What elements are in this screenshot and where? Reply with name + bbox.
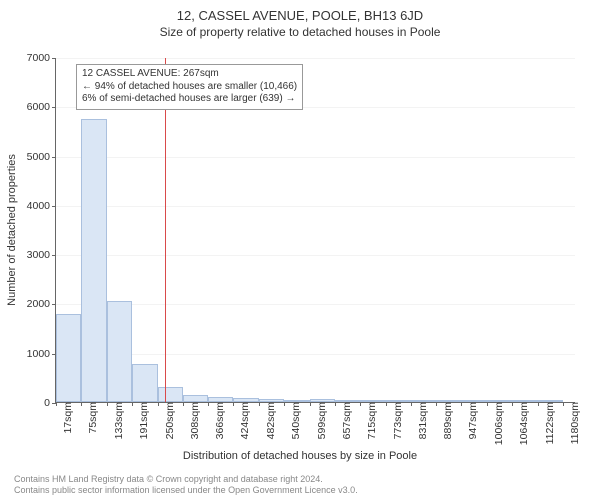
xtick-label: 17sqm bbox=[60, 402, 74, 434]
chart-title: 12, CASSEL AVENUE, POOLE, BH13 6JD bbox=[0, 0, 600, 23]
gridline bbox=[56, 58, 575, 59]
xtick-label: 1006sqm bbox=[491, 402, 505, 445]
gridline bbox=[56, 354, 575, 355]
xtick-mark bbox=[563, 402, 564, 406]
annotation-line1: 12 CASSEL AVENUE: 267sqm bbox=[82, 68, 297, 81]
xtick-label: 947sqm bbox=[465, 402, 479, 439]
ytick-label: 4000 bbox=[27, 200, 56, 212]
histogram-bar bbox=[81, 119, 106, 402]
xtick-label: 831sqm bbox=[415, 402, 429, 439]
y-axis-label: Number of detached properties bbox=[6, 154, 18, 306]
xtick-label: 1180sqm bbox=[567, 402, 581, 444]
ytick-label: 1000 bbox=[27, 348, 56, 360]
xtick-mark bbox=[81, 402, 82, 406]
gridline bbox=[56, 157, 575, 158]
chart-container: 12, CASSEL AVENUE, POOLE, BH13 6JD Size … bbox=[0, 0, 600, 500]
xtick-mark bbox=[310, 402, 311, 406]
ytick-label: 3000 bbox=[27, 249, 56, 261]
xtick-mark bbox=[360, 402, 361, 406]
xtick-label: 366sqm bbox=[212, 402, 226, 439]
xtick-mark bbox=[538, 402, 539, 406]
xtick-mark bbox=[259, 402, 260, 406]
xtick-mark bbox=[284, 402, 285, 406]
xtick-label: 773sqm bbox=[390, 402, 404, 439]
xtick-label: 75sqm bbox=[85, 402, 99, 434]
xtick-label: 599sqm bbox=[314, 402, 328, 439]
xtick-label: 657sqm bbox=[339, 402, 353, 439]
xtick-mark bbox=[183, 402, 184, 406]
xtick-mark bbox=[487, 402, 488, 406]
xtick-mark bbox=[107, 402, 108, 406]
ytick-label: 5000 bbox=[27, 151, 56, 163]
chart-subtitle: Size of property relative to detached ho… bbox=[0, 23, 600, 39]
gridline bbox=[56, 206, 575, 207]
histogram-bar bbox=[107, 301, 132, 402]
xtick-mark bbox=[208, 402, 209, 406]
xtick-label: 1064sqm bbox=[516, 402, 530, 445]
gridline bbox=[56, 304, 575, 305]
plot-area: 0100020003000400050006000700017sqm75sqm1… bbox=[55, 58, 575, 403]
ytick-label: 0 bbox=[44, 397, 56, 409]
histogram-bar bbox=[158, 387, 183, 402]
ytick-label: 7000 bbox=[27, 52, 56, 64]
annotation-line3: 6% of semi-detached houses are larger (6… bbox=[82, 93, 297, 106]
xtick-label: 540sqm bbox=[288, 402, 302, 439]
xtick-mark bbox=[386, 402, 387, 406]
footer-line1: Contains HM Land Registry data © Crown c… bbox=[14, 474, 358, 485]
reference-line bbox=[165, 58, 166, 402]
gridline bbox=[56, 255, 575, 256]
xtick-label: 191sqm bbox=[136, 402, 150, 439]
xtick-mark bbox=[512, 402, 513, 406]
xtick-label: 424sqm bbox=[237, 402, 251, 439]
xtick-label: 715sqm bbox=[364, 402, 378, 439]
xtick-label: 133sqm bbox=[111, 402, 125, 439]
ytick-label: 2000 bbox=[27, 298, 56, 310]
xtick-mark bbox=[461, 402, 462, 406]
xtick-mark bbox=[233, 402, 234, 406]
footer-line2: Contains public sector information licen… bbox=[14, 485, 358, 496]
xtick-mark bbox=[56, 402, 57, 406]
histogram-bar bbox=[132, 364, 158, 402]
footer: Contains HM Land Registry data © Crown c… bbox=[14, 474, 358, 496]
xtick-mark bbox=[335, 402, 336, 406]
plot: 0100020003000400050006000700017sqm75sqm1… bbox=[55, 58, 575, 403]
ytick-label: 6000 bbox=[27, 101, 56, 113]
xtick-label: 889sqm bbox=[440, 402, 454, 439]
xtick-label: 308sqm bbox=[187, 402, 201, 439]
xtick-mark bbox=[132, 402, 133, 406]
histogram-bar bbox=[56, 314, 81, 402]
xtick-label: 1122sqm bbox=[542, 402, 556, 444]
x-axis-label: Distribution of detached houses by size … bbox=[0, 450, 600, 462]
xtick-mark bbox=[436, 402, 437, 406]
xtick-label: 482sqm bbox=[263, 402, 277, 439]
annotation-box: 12 CASSEL AVENUE: 267sqm ← 94% of detach… bbox=[76, 64, 303, 110]
xtick-label: 250sqm bbox=[162, 402, 176, 439]
annotation-line2: ← 94% of detached houses are smaller (10… bbox=[82, 81, 297, 94]
xtick-mark bbox=[158, 402, 159, 406]
xtick-mark bbox=[411, 402, 412, 406]
histogram-bar bbox=[183, 395, 208, 402]
